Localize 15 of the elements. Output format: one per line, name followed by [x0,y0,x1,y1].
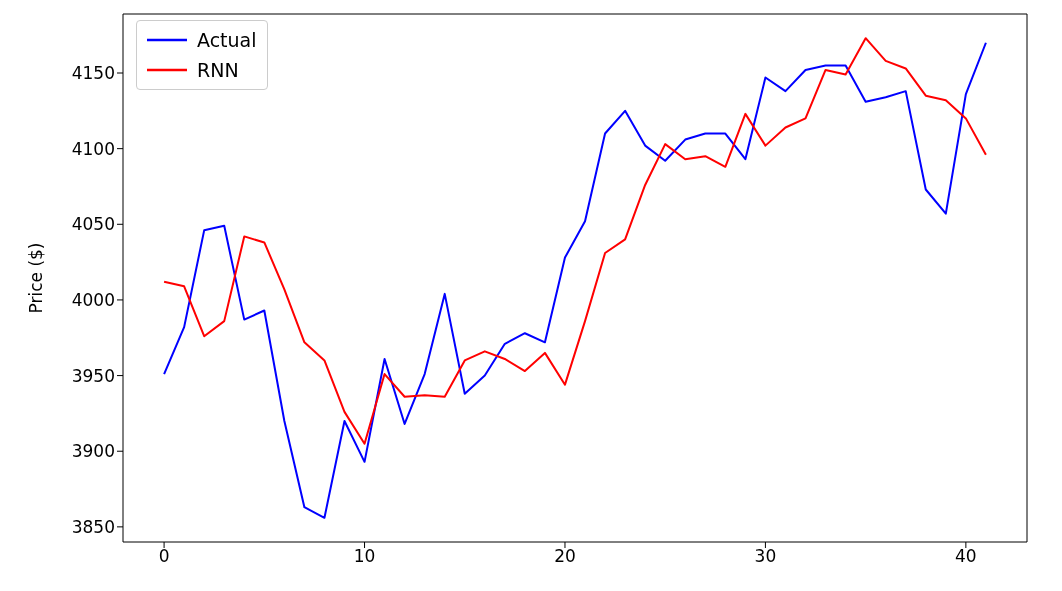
x-tick-label: 30 [754,546,777,567]
y-tick-label: 4150 [71,63,115,84]
legend-label: Actual [197,28,257,53]
x-tick-label: 10 [353,546,376,567]
legend-label: RNN [197,58,239,83]
y-axis-title: Price ($) [26,242,47,314]
y-tick-label: 3900 [71,441,115,462]
x-tick-label: 20 [554,546,576,567]
y-tick-label: 4100 [71,138,115,159]
y-tick-label: 3950 [71,365,115,386]
x-tick-label: 40 [955,546,977,567]
y-tick-label: 3850 [71,516,115,537]
y-tick-label: 4050 [71,214,115,235]
y-tick-label: 4000 [71,289,115,310]
x-tick-label: 0 [158,546,170,567]
